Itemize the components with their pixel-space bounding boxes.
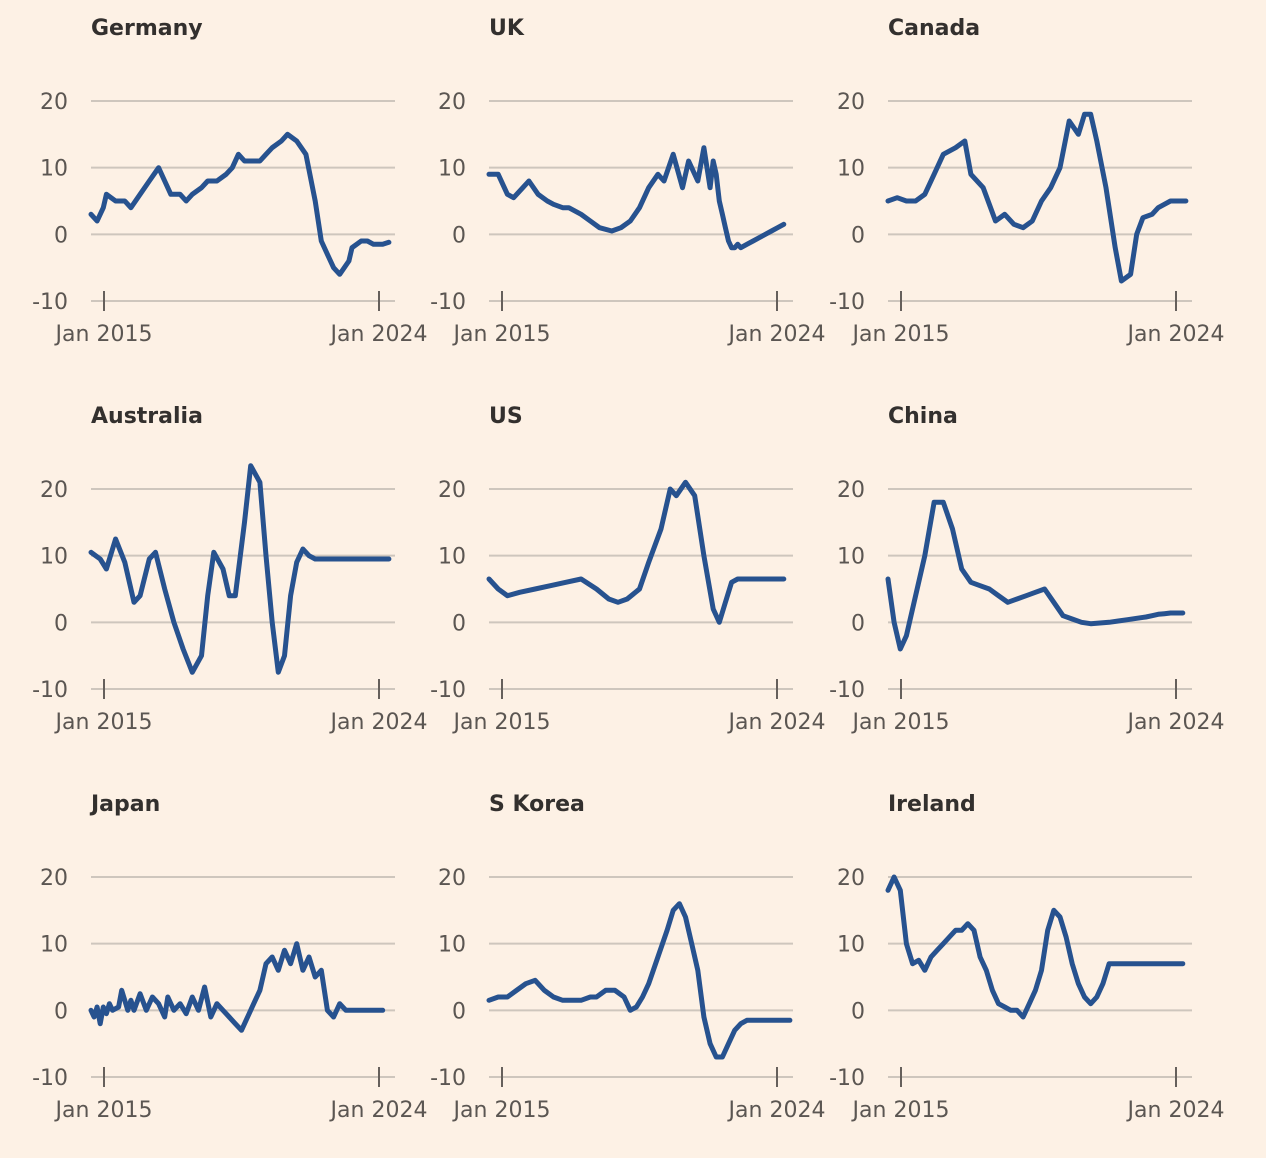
chart-panel-australia: Australia 20 10 0 -10 Jan 2015 Jan 2024 (0, 388, 427, 768)
x-tick-label: Jan 2024 (727, 1098, 826, 1123)
chart-plot: 20 10 0 -10 Jan 2015 Jan 2024 (32, 463, 427, 735)
chart-title: Australia (91, 404, 203, 429)
x-tick-label: Jan 2015 (54, 710, 153, 735)
series-line-canada (885, 111, 1189, 284)
x-tick-label: Jan 2015 (851, 710, 950, 735)
series-line-uk (486, 145, 787, 251)
chart-title: Canada (888, 16, 981, 41)
y-tick-label: 0 (851, 999, 865, 1024)
y-tick-label: 20 (438, 866, 466, 891)
chart-panel-s-korea: S Korea 20 10 0 -10 Jan 2015 Jan 2024 (398, 776, 825, 1156)
y-tick-label: 0 (452, 611, 466, 636)
y-tick-label: 0 (54, 223, 68, 248)
chart-panel-china: China 20 10 0 -10 Jan 2015 Jan 2024 (797, 388, 1224, 768)
chart-plot: 20 10 0 -10 Jan 2015 Jan 2024 (32, 866, 427, 1123)
chart-plot: 20 10 0 -10 Jan 2015 Jan 2024 (430, 866, 825, 1123)
chart-plot: 20 10 0 -10 Jan 2015 Jan 2024 (829, 866, 1224, 1123)
chart-plot: 20 10 0 -10 Jan 2015 Jan 2024 (430, 478, 825, 735)
series-line-germany (88, 131, 392, 277)
y-tick-label: -10 (829, 1066, 865, 1091)
chart-title: Japan (91, 792, 161, 817)
x-tick-label: Jan 2024 (329, 1098, 428, 1123)
series-line-s-korea (486, 901, 793, 1060)
series-line-ireland (885, 874, 1186, 1020)
y-tick-label: -10 (829, 678, 865, 703)
y-tick-label: 0 (452, 223, 466, 248)
y-tick-label: 20 (40, 90, 68, 115)
y-tick-label: 20 (837, 90, 865, 115)
chart-panel-uk: UK 20 10 0 -10 Jan 2015 Jan 2024 (398, 0, 825, 380)
chart-title: Germany (91, 16, 203, 41)
y-tick-label: 0 (54, 999, 68, 1024)
y-tick-label: 20 (40, 478, 68, 503)
y-tick-label: -10 (430, 678, 466, 703)
chart-title: S Korea (489, 792, 585, 817)
y-tick-label: 20 (837, 478, 865, 503)
series-line-japan (88, 941, 386, 1033)
chart-title: Ireland (888, 792, 976, 817)
y-tick-label: 20 (837, 866, 865, 891)
series-line-us (486, 479, 787, 625)
chart-title: US (489, 404, 523, 429)
chart-panel-germany: Germany 20 10 0 -10 Jan 2015 Jan 2024 (0, 0, 427, 380)
y-tick-label: 10 (40, 545, 68, 570)
chart-title: UK (489, 16, 524, 41)
y-tick-label: 20 (438, 478, 466, 503)
y-tick-label: 0 (851, 223, 865, 248)
x-tick-label: Jan 2015 (452, 710, 551, 735)
chart-plot: 20 10 0 -10 Jan 2015 Jan 2024 (829, 90, 1224, 347)
x-tick-label: Jan 2015 (54, 322, 153, 347)
y-tick-label: 10 (837, 933, 865, 958)
y-tick-label: 0 (54, 611, 68, 636)
chart-plot: 20 10 0 -10 Jan 2015 Jan 2024 (430, 90, 825, 347)
chart-panel-canada: Canada 20 10 0 -10 Jan 2015 Jan 2024 (797, 0, 1224, 380)
x-tick-label: Jan 2024 (1126, 322, 1225, 347)
series-line-australia (88, 463, 392, 675)
y-tick-label: 0 (452, 999, 466, 1024)
chart-title: China (888, 404, 958, 429)
x-tick-label: Jan 2015 (851, 322, 950, 347)
y-tick-label: -10 (430, 1066, 466, 1091)
chart-plot: 20 10 0 -10 Jan 2015 Jan 2024 (32, 90, 427, 347)
x-tick-label: Jan 2015 (452, 322, 551, 347)
y-tick-label: 10 (438, 933, 466, 958)
chart-plot: 20 10 0 -10 Jan 2015 Jan 2024 (829, 478, 1224, 735)
y-tick-label: 20 (438, 90, 466, 115)
y-tick-label: 10 (837, 157, 865, 182)
x-tick-label: Jan 2024 (329, 322, 428, 347)
y-tick-label: -10 (829, 290, 865, 315)
chart-panel-us: US 20 10 0 -10 Jan 2015 Jan 2024 (398, 388, 825, 768)
y-tick-label: -10 (32, 1066, 68, 1091)
x-tick-label: Jan 2024 (329, 710, 428, 735)
x-tick-label: Jan 2024 (727, 322, 826, 347)
y-tick-label: 10 (837, 545, 865, 570)
x-tick-label: Jan 2024 (727, 710, 826, 735)
series-line-china (885, 499, 1186, 652)
x-tick-label: Jan 2015 (452, 1098, 551, 1123)
y-tick-label: 20 (40, 866, 68, 891)
y-tick-label: -10 (32, 290, 68, 315)
y-tick-label: -10 (32, 678, 68, 703)
y-tick-label: 10 (40, 933, 68, 958)
x-tick-label: Jan 2015 (851, 1098, 950, 1123)
y-tick-label: 10 (438, 545, 466, 570)
y-tick-label: -10 (430, 290, 466, 315)
y-tick-label: 10 (438, 157, 466, 182)
x-tick-label: Jan 2015 (54, 1098, 153, 1123)
y-tick-label: 10 (40, 157, 68, 182)
x-tick-label: Jan 2024 (1126, 710, 1225, 735)
chart-panel-ireland: Ireland 20 10 0 -10 Jan 2015 Jan 2024 (797, 776, 1224, 1156)
x-tick-label: Jan 2024 (1126, 1098, 1225, 1123)
chart-panel-japan: Japan 20 10 0 -10 Jan 2015 Jan 2024 (0, 776, 427, 1156)
y-tick-label: 0 (851, 611, 865, 636)
